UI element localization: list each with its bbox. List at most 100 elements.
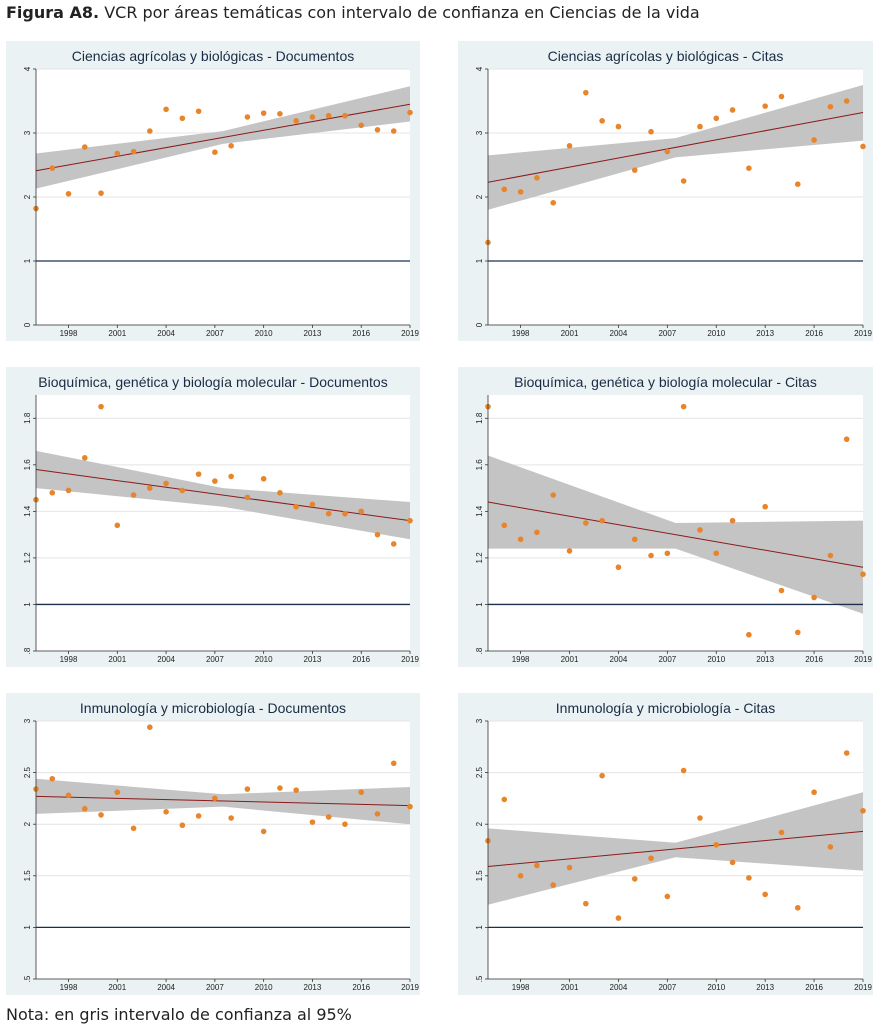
data-point [697,815,703,821]
trend-line [487,830,864,868]
x-tick-label: 2004 [157,983,175,992]
data-point [98,812,104,818]
data-point [49,489,56,496]
data-point [114,522,121,529]
data-point [664,550,671,557]
data-point [130,492,137,498]
data-point [390,760,397,767]
chart-title: Ciencias agrícolas y biológicas - Citas [548,48,784,64]
x-tick-label: 2016 [352,329,370,338]
trend-line [35,468,411,522]
data-point [664,148,671,155]
chart-panel-5: Inmunología y microbiología - Citas .5 1 1.… [458,693,873,995]
data-point [212,795,218,802]
data-point [277,785,283,791]
x-tick-label: 2001 [108,655,126,664]
data-point [212,149,218,155]
data-point [746,875,752,881]
data-point [147,128,153,134]
y-tick-label: 1.8 [475,412,484,424]
data-point [583,520,589,526]
data-point [114,150,121,157]
x-tick-label: 1998 [512,329,530,338]
x-tick-label: 2004 [157,329,175,338]
data-point [244,786,251,792]
data-point [697,527,703,533]
x-tick-label: 1998 [60,329,78,338]
x-tick-label: 2010 [255,655,273,664]
y-tick-label: 3 [475,130,484,135]
y-tick-label: 2 [475,194,484,199]
y-tick-label: 0 [23,322,32,327]
x-tick-label: 1998 [512,655,530,664]
y-tick-label: 2 [23,821,32,826]
y-tick-label: 4 [23,66,32,71]
data-point [583,89,589,96]
data-point [762,103,768,109]
data-point [534,175,540,181]
x-tick-label: 2007 [658,983,676,992]
y-tick-label: 2.5 [475,766,484,778]
data-point [49,165,56,171]
data-point [517,873,524,879]
data-point [746,631,752,638]
x-tick-label: 2001 [561,655,579,664]
data-point [729,859,736,866]
trend-line [487,501,864,568]
data-point [811,789,817,796]
data-point [293,503,299,510]
data-point [794,181,801,187]
data-point [163,809,169,815]
data-point [130,148,137,155]
data-point [342,821,348,827]
data-point [550,882,557,888]
trend-line [35,795,411,807]
x-tick-label: 2013 [304,655,322,664]
data-point [534,529,540,536]
figure-caption: Figura A8. VCR por áreas temáticas con i… [6,3,700,22]
x-tick-label: 2010 [255,329,273,338]
data-point [374,811,381,817]
data-point [599,118,605,124]
data-point [309,114,316,120]
x-tick-label: 1998 [60,655,78,664]
data-point [114,789,121,796]
chart-title: Bioquímica, genética y biología molecula… [514,374,817,390]
data-point [407,109,413,116]
data-point [762,503,768,510]
data-point [566,143,573,149]
x-tick-label: 2013 [304,983,322,992]
y-tick-label: 1 [23,925,32,930]
confidence-band [488,792,863,905]
data-point [550,199,557,206]
data-point [713,842,720,848]
data-point [615,564,622,571]
data-point [680,767,687,774]
data-point [501,522,508,529]
x-tick-label: 2016 [352,655,370,664]
chart-svg: Inmunología y microbiología - Citas .5 1 1.… [475,700,872,992]
y-tick-label: 2 [475,821,484,826]
data-point [860,571,866,577]
data-point [179,822,186,829]
data-point [664,893,671,900]
data-point [65,191,72,197]
data-point [98,190,104,196]
data-point [293,787,299,793]
data-point [195,813,202,819]
data-point [390,128,397,134]
data-point [309,819,316,825]
x-tick-label: 2013 [304,329,322,338]
chart-panel-2: Bioquímica, genética y biología molecula… [6,367,420,667]
y-tick-label: 3 [475,718,484,723]
plot-area [36,721,410,979]
data-point [713,115,720,122]
y-tick-label: 4 [475,66,484,71]
data-point [277,111,283,117]
x-tick-label: 2004 [610,329,628,338]
x-tick-label: 2013 [756,983,774,992]
data-point [147,485,153,491]
data-point [648,128,654,135]
data-point [729,517,736,524]
chart-svg: Bioquímica, genética y biología molecula… [23,374,419,664]
